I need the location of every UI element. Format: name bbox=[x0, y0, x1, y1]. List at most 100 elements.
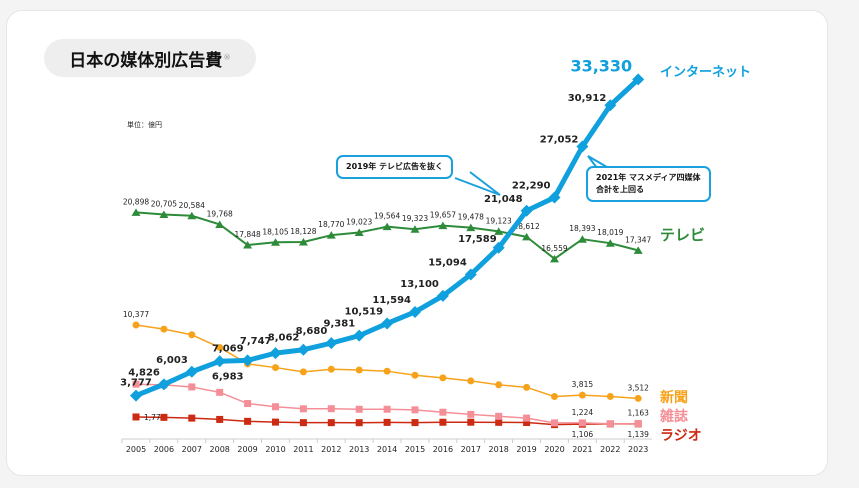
internet-point bbox=[157, 378, 170, 391]
internet-data-label: 7,747 bbox=[240, 336, 272, 347]
newspaper-point bbox=[299, 368, 307, 376]
internet-data-label: 11,594 bbox=[372, 295, 411, 306]
radio-point bbox=[411, 419, 419, 427]
internet-point bbox=[492, 241, 505, 254]
newspaper-point bbox=[495, 381, 503, 389]
callout-2021: 2021年 マスメディア四媒体 合計を上回る bbox=[586, 166, 711, 202]
tv-point bbox=[187, 211, 197, 220]
internet-point bbox=[213, 355, 226, 368]
internet-point bbox=[185, 365, 198, 378]
x-tick-label: 2021 bbox=[572, 445, 592, 454]
tv-data-label: 20,584 bbox=[179, 201, 205, 210]
tv-data-label: 16,559 bbox=[541, 244, 567, 253]
tv-data-label: 19,023 bbox=[346, 217, 372, 226]
magazine-point bbox=[355, 405, 363, 413]
internet-point bbox=[632, 73, 645, 86]
internet-point bbox=[325, 337, 338, 350]
x-tick-label: 2012 bbox=[321, 445, 341, 454]
radio-point bbox=[383, 418, 391, 426]
tv-point bbox=[577, 235, 587, 243]
x-tick-label: 2017 bbox=[461, 445, 481, 454]
tv-data-label: 18,612 bbox=[513, 222, 539, 231]
magazine-data-label: 1,224 bbox=[572, 408, 594, 417]
newspaper-series-label: 新聞 bbox=[660, 389, 688, 406]
tv-point bbox=[131, 208, 141, 216]
radio-data-label: 1,778 bbox=[144, 413, 166, 422]
internet-data-label: 22,290 bbox=[512, 180, 551, 191]
x-tick-label: 2022 bbox=[600, 445, 620, 454]
newspaper-point bbox=[216, 343, 224, 351]
tv-data-label: 18,128 bbox=[290, 227, 316, 236]
magazine-point bbox=[439, 408, 447, 416]
title-note: ※ bbox=[223, 53, 231, 63]
radio-point bbox=[467, 418, 475, 426]
internet-data-label: 15,094 bbox=[428, 257, 467, 268]
tv-point bbox=[522, 232, 532, 241]
tv-point bbox=[494, 227, 504, 235]
tv-point bbox=[298, 238, 308, 246]
internet-series-label: インターネット bbox=[660, 65, 751, 80]
x-tick-label: 2019 bbox=[516, 445, 536, 454]
radio-point bbox=[272, 418, 279, 426]
chart-title: 日本の媒体別広告費 ※ bbox=[44, 39, 256, 77]
callout-2021-line2: 合計を上回る bbox=[596, 185, 644, 194]
internet-data-label: 17,589 bbox=[458, 234, 497, 245]
newspaper-point bbox=[634, 394, 642, 402]
magazine-point bbox=[327, 405, 335, 413]
x-tick-label: 2014 bbox=[377, 445, 397, 454]
tv-data-label: 17,347 bbox=[625, 235, 651, 244]
internet-point bbox=[353, 329, 366, 342]
x-tick-label: 2005 bbox=[126, 445, 146, 454]
internet-data-label: 7,069 bbox=[212, 343, 244, 354]
magazine-point bbox=[411, 406, 419, 414]
internet-data-label: 3,777 bbox=[120, 378, 152, 389]
x-tick-label: 2020 bbox=[544, 445, 564, 454]
x-tick-label: 2007 bbox=[182, 445, 202, 454]
x-tick-label: 2018 bbox=[489, 445, 509, 454]
tv-data-label: 18,105 bbox=[262, 227, 288, 236]
magazine-point bbox=[299, 405, 307, 413]
radio-point bbox=[355, 419, 363, 427]
magazine-point bbox=[467, 410, 475, 418]
callout-2019: 2019年 テレビ広告を抜く bbox=[336, 155, 454, 179]
radio-point bbox=[244, 417, 252, 425]
magazine-point bbox=[551, 419, 558, 427]
x-tick-label: 2006 bbox=[154, 445, 174, 454]
tv-point bbox=[466, 223, 476, 232]
internet-point bbox=[576, 140, 589, 153]
newspaper-line bbox=[135, 324, 639, 400]
tv-series-label: テレビ bbox=[660, 226, 705, 244]
tv-point bbox=[159, 210, 169, 218]
tv-point bbox=[605, 239, 615, 247]
title-text: 日本の媒体別広告費 bbox=[69, 50, 223, 71]
internet-point bbox=[436, 289, 449, 302]
callout-pointer-2019 bbox=[454, 171, 501, 196]
tv-data-label: 19,123 bbox=[486, 216, 512, 225]
tv-point bbox=[215, 220, 225, 228]
tv-data-label: 17,848 bbox=[234, 230, 260, 239]
magazine-series-label: 雑誌 bbox=[659, 408, 688, 425]
magazine-point bbox=[383, 405, 391, 413]
newspaper-point bbox=[160, 325, 168, 333]
internet-point bbox=[297, 343, 310, 356]
radio-data-label: 1,106 bbox=[572, 430, 594, 439]
x-tick-label: 2008 bbox=[210, 445, 230, 454]
magazine-point bbox=[578, 419, 586, 427]
internet-data-label: 8,062 bbox=[268, 333, 300, 344]
callout-2021-line1: 2021年 マスメディア四媒体 bbox=[596, 173, 701, 182]
magazine-point bbox=[216, 388, 224, 396]
newspaper-point bbox=[578, 391, 586, 399]
newspaper-point bbox=[327, 365, 335, 373]
tv-point bbox=[633, 246, 643, 254]
newspaper-point bbox=[467, 377, 475, 385]
radio-point bbox=[132, 413, 140, 421]
magazine-point bbox=[606, 420, 614, 428]
tv-data-label: 20,898 bbox=[123, 197, 149, 206]
magazine-point bbox=[188, 383, 196, 391]
magazine-point bbox=[634, 420, 642, 428]
internet-data-label: 9,381 bbox=[324, 319, 356, 330]
internet-data-label: 30,912 bbox=[568, 93, 607, 104]
tv-data-label: 19,564 bbox=[374, 212, 400, 221]
tv-point bbox=[326, 231, 336, 239]
x-tick-label: 2013 bbox=[349, 445, 369, 454]
